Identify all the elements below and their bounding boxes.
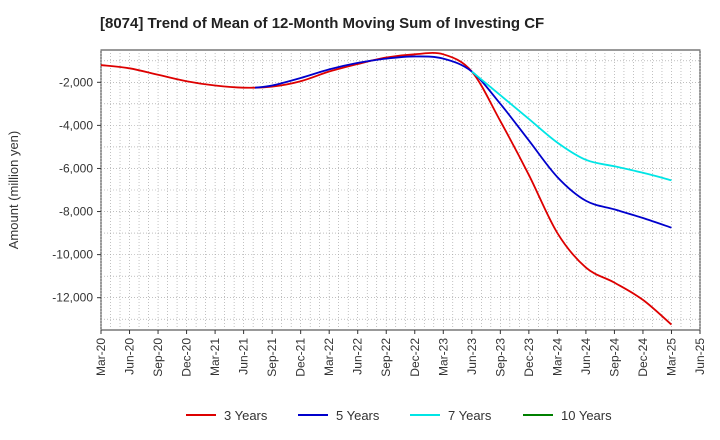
series-line-7-years bbox=[471, 70, 672, 182]
series-line-3-years bbox=[100, 52, 673, 326]
x-tick-label: Mar-22 bbox=[322, 338, 336, 376]
y-tick-label: -6,000 bbox=[59, 161, 93, 175]
x-tick-label: Mar-21 bbox=[208, 338, 222, 376]
x-axis: Mar-20 Jun-20 Sep-20 Dec-20 Mar-21 Jun-21 Sep-… bbox=[94, 330, 707, 377]
x-tick-label: Mar-23 bbox=[436, 338, 450, 376]
x-tick-label: Mar-25 bbox=[664, 338, 678, 376]
x-tick-label: Dec-22 bbox=[408, 338, 422, 377]
legend-label-7-years: 7 Years bbox=[448, 408, 492, 423]
x-tick-label: Sep-23 bbox=[493, 338, 507, 377]
y-tick-label: -12,000 bbox=[52, 291, 93, 305]
y-tick-label: -4,000 bbox=[59, 118, 93, 132]
y-axis: -12,000 -10,000 -8,000 -6,000 -4,000 -2,000 bbox=[52, 75, 101, 305]
x-tick-label: Jun-23 bbox=[465, 338, 479, 375]
x-tick-label: Dec-21 bbox=[294, 338, 308, 377]
legend-label-3-years: 3 Years bbox=[224, 408, 268, 423]
x-tick-label: Sep-22 bbox=[379, 338, 393, 377]
x-tick-label: Jun-25 bbox=[693, 338, 707, 375]
y-axis-label: Amount (million yen) bbox=[6, 131, 21, 250]
x-tick-label: Jun-21 bbox=[237, 338, 251, 375]
plot-area bbox=[100, 49, 701, 331]
series-lines bbox=[100, 52, 673, 326]
y-tick-label: -10,000 bbox=[52, 248, 93, 262]
grid bbox=[100, 50, 701, 330]
x-tick-label: Dec-24 bbox=[636, 338, 650, 377]
x-tick-label: Mar-20 bbox=[94, 338, 108, 376]
x-tick-label: Dec-23 bbox=[522, 338, 536, 377]
y-tick-label: -8,000 bbox=[59, 205, 93, 219]
series-line-5-years bbox=[254, 55, 672, 229]
x-tick-label: Jun-20 bbox=[123, 338, 137, 375]
y-tick-label: -2,000 bbox=[59, 75, 93, 89]
x-tick-label: Sep-24 bbox=[607, 338, 621, 377]
legend-label-5-years: 5 Years bbox=[336, 408, 380, 423]
chart-title: [8074] Trend of Mean of 12-Month Moving … bbox=[100, 15, 544, 32]
x-tick-label: Sep-21 bbox=[265, 338, 279, 377]
x-tick-label: Dec-20 bbox=[180, 338, 194, 377]
x-tick-label: Jun-24 bbox=[579, 338, 593, 375]
x-tick-label: Jun-22 bbox=[351, 338, 365, 375]
legend-label-10-years: 10 Years bbox=[561, 408, 612, 423]
x-tick-label: Mar-24 bbox=[550, 338, 564, 376]
legend: 3 Years 5 Years 7 Years 10 Years bbox=[186, 408, 612, 423]
x-tick-label: Sep-20 bbox=[151, 338, 165, 377]
